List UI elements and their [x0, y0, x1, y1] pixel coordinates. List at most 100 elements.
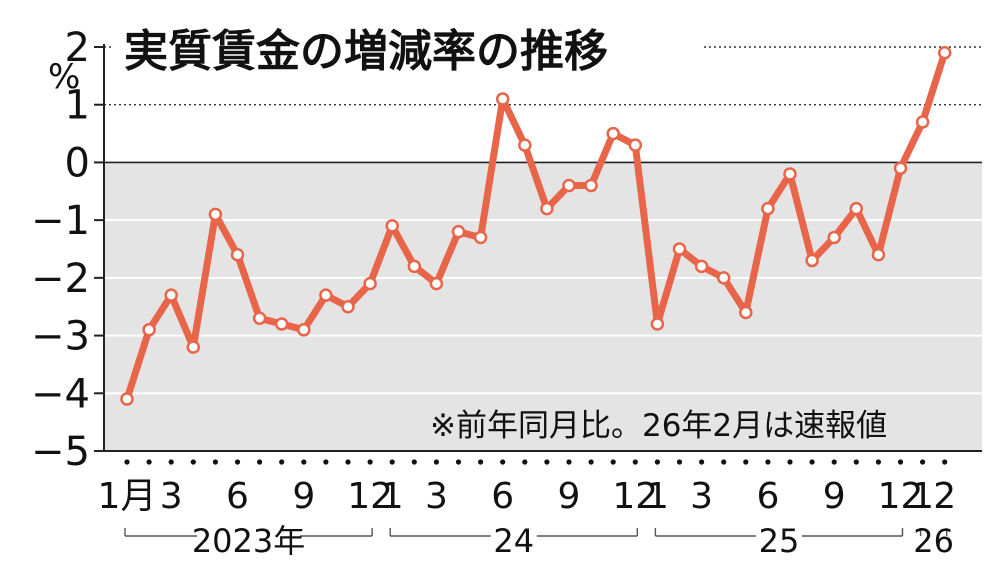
data-point	[893, 161, 908, 175]
note-background	[420, 400, 968, 446]
x-month-dot	[721, 459, 727, 465]
x-tick-label: 9	[823, 476, 846, 517]
data-point	[562, 178, 576, 193]
x-month-dot	[610, 459, 616, 465]
x-tick-label: 1	[911, 476, 934, 517]
x-month-dot	[765, 459, 771, 465]
data-point	[606, 126, 620, 141]
chart-title: 実質賃金の増減率の推移	[124, 26, 608, 77]
x-tick-label: 6	[756, 476, 779, 517]
x-month-dot	[345, 459, 351, 465]
x-month-dot	[566, 459, 572, 465]
data-point	[120, 392, 134, 406]
x-tick-label: 6	[226, 476, 249, 517]
data-point	[142, 323, 156, 337]
x-month-dot	[831, 459, 837, 465]
data-point	[363, 276, 377, 291]
y-tick-label: 1	[65, 83, 90, 129]
x-tick-label: 1	[646, 476, 669, 517]
x-month-dot	[897, 459, 904, 465]
x-month-dot	[478, 459, 484, 465]
x-month-dot	[809, 459, 815, 465]
data-point	[871, 248, 886, 262]
data-point	[164, 288, 178, 302]
x-month-dot	[632, 459, 638, 465]
y-unit-label: %	[48, 57, 80, 97]
x-month-dot	[323, 459, 329, 465]
x-tick-label: 2	[933, 476, 956, 517]
x-month-dot	[257, 459, 263, 465]
data-point	[186, 340, 201, 354]
x-month-dot	[787, 459, 793, 465]
x-tick-label: 9	[292, 476, 315, 517]
x-tick-label: 12	[347, 476, 393, 517]
x-month-dot	[743, 459, 749, 465]
y-tick-label: −1	[31, 198, 90, 244]
x-month-dot	[367, 459, 373, 465]
x-month-dot	[875, 459, 882, 465]
x-tick-label: 1月	[98, 476, 157, 517]
x-month-dot	[301, 459, 307, 465]
year-label: 25	[759, 522, 800, 560]
data-point	[694, 259, 709, 274]
data-point	[407, 259, 422, 274]
year-label: 26	[913, 522, 954, 560]
data-point	[230, 248, 245, 262]
y-tick-label: −4	[31, 371, 90, 417]
data-point	[252, 311, 267, 326]
x-tick-label: 3	[425, 476, 448, 517]
data-point	[650, 317, 665, 331]
year-label: 24	[493, 522, 534, 560]
data-point	[628, 138, 643, 152]
data-point	[495, 92, 510, 106]
y-tick-label: −3	[31, 314, 90, 360]
data-point	[319, 288, 333, 302]
data-point	[341, 299, 355, 314]
year-label: 2023年	[192, 522, 305, 560]
data-point	[672, 242, 687, 256]
data-point	[937, 46, 952, 60]
x-tick-label: 12	[878, 476, 924, 517]
data-point	[274, 317, 289, 331]
x-month-dot	[544, 459, 550, 465]
title-background	[112, 18, 702, 80]
data-point	[385, 219, 399, 233]
series-line	[120, 46, 952, 406]
data-point	[827, 230, 841, 245]
data-point	[540, 201, 554, 216]
x-month-dot	[190, 459, 196, 465]
x-month-dot	[146, 459, 152, 465]
data-point	[761, 201, 775, 216]
y-tick-label: 0	[65, 140, 90, 186]
data-point	[451, 224, 466, 239]
x-tick-label: 12	[612, 476, 658, 517]
x-month-dot	[234, 459, 241, 465]
x-month-dot	[522, 459, 528, 465]
x-tick-label: 9	[558, 476, 581, 517]
y-tick-label: 2	[65, 25, 90, 71]
x-tick-label: 3	[160, 476, 183, 517]
x-month-dot	[500, 459, 506, 465]
x-month-dot	[676, 459, 683, 465]
data-point	[297, 323, 311, 337]
data-point	[518, 138, 532, 152]
x-month-dot	[168, 459, 174, 465]
x-month-dot	[411, 459, 417, 465]
y-tick-label: −2	[31, 256, 90, 302]
data-point	[584, 178, 598, 193]
y-axis-ticks: 2 1 0 −1 −2 −3 −4 −5	[31, 25, 90, 475]
data-point	[805, 253, 819, 268]
x-month-dot	[654, 459, 661, 465]
data-point	[473, 230, 488, 245]
data-point	[716, 271, 731, 285]
x-month-dot	[212, 459, 218, 465]
x-month-dot	[455, 459, 462, 465]
x-tick-label: 6	[491, 476, 514, 517]
x-month-dot	[853, 459, 859, 465]
x-month-dot	[279, 459, 285, 465]
x-tick-label: 3	[690, 476, 713, 517]
data-point	[783, 167, 797, 181]
data-point	[208, 207, 223, 222]
